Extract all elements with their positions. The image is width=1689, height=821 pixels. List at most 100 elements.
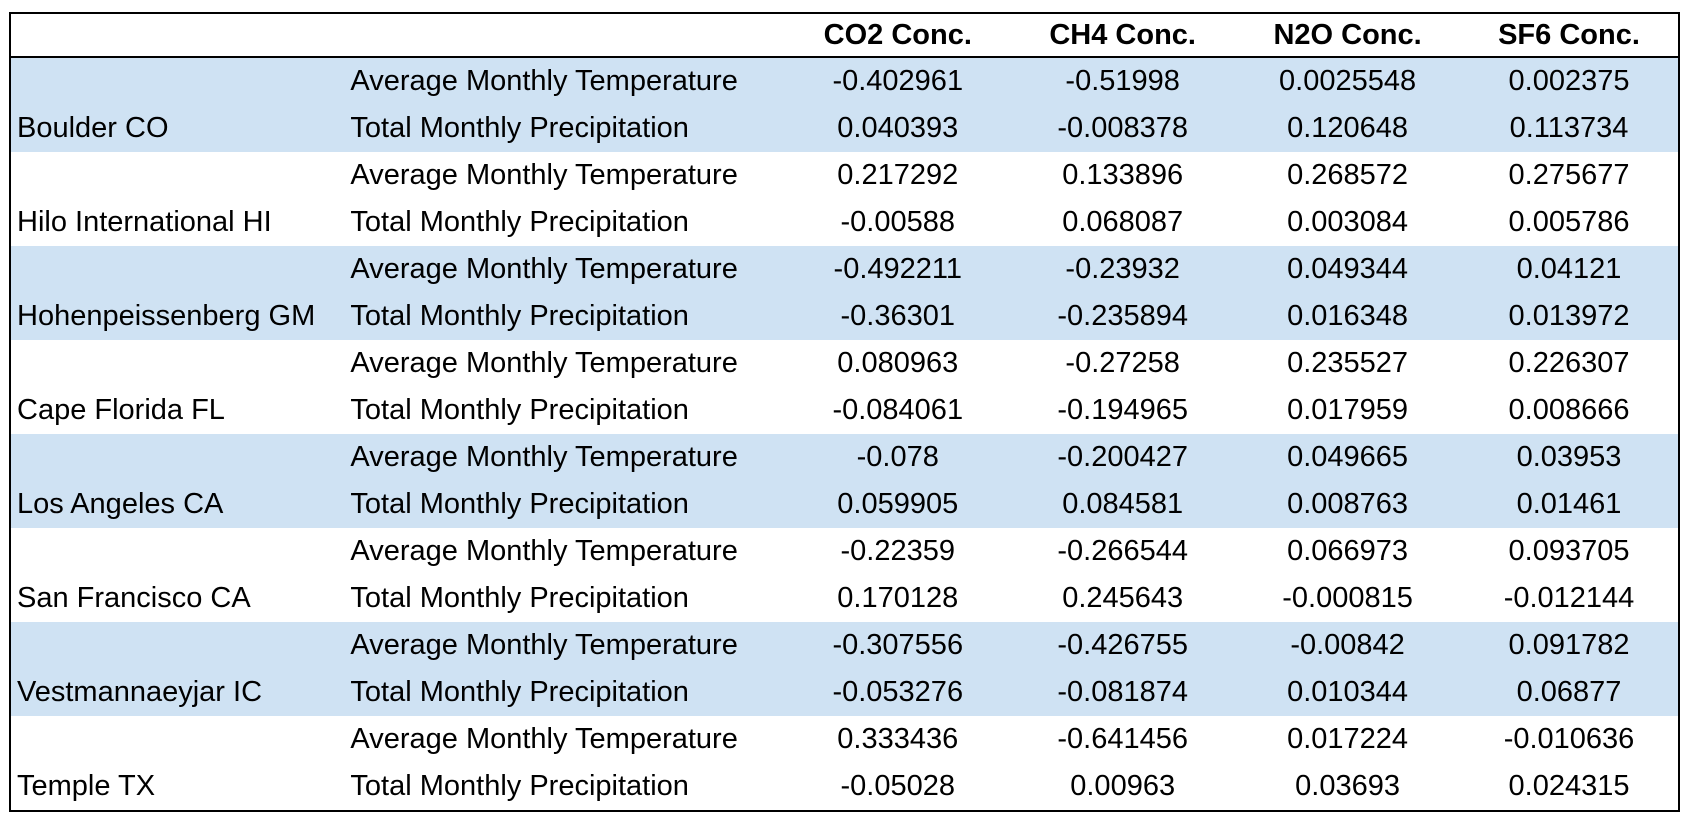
value-cell-sf6: 0.008666 <box>1508 394 1630 426</box>
value-cell-n2o: 0.003084 <box>1287 206 1409 238</box>
measure-cell: Average Monthly Temperature <box>350 347 738 379</box>
value-cell-sf6: 0.093705 <box>1508 535 1630 567</box>
value-cell-n2o: 0.016348 <box>1287 300 1409 332</box>
station-cell <box>11 434 345 481</box>
table-row: Hohenpeissenberg GM Total Monthly Precipi… <box>11 293 1678 340</box>
value-cell-ch4: -0.641456 <box>1057 723 1188 755</box>
value-cell-n2o: 0.268572 <box>1287 159 1409 191</box>
station-cell: Los Angeles CA <box>17 488 224 520</box>
table-row: San Francisco CA Total Monthly Precipitat… <box>11 575 1678 622</box>
header-cell-co2: CO2 Conc. <box>823 19 972 51</box>
station-group: Average Monthly Temperature -0.22359 -0.26… <box>11 528 1678 622</box>
value-cell-co2: 0.333436 <box>837 723 959 755</box>
table-row: Average Monthly Temperature 0.333436 -0.64… <box>11 716 1678 763</box>
station-group: Average Monthly Temperature -0.492211 -0.2… <box>11 246 1678 340</box>
station-group: Average Monthly Temperature -0.307556 -0.4… <box>11 622 1678 716</box>
value-cell-ch4: 0.133896 <box>1062 159 1184 191</box>
value-cell-n2o: 0.010344 <box>1287 676 1409 708</box>
table-row: Boulder CO Total Monthly Precipitation 0.0… <box>11 105 1678 152</box>
value-cell-n2o: 0.017224 <box>1287 723 1409 755</box>
table-row: Average Monthly Temperature -0.22359 -0.26… <box>11 528 1678 575</box>
measure-cell: Average Monthly Temperature <box>350 159 738 191</box>
value-cell-ch4: -0.008378 <box>1057 112 1188 144</box>
value-cell-sf6: 0.013972 <box>1508 300 1630 332</box>
station-cell: Vestmannaeyjar IC <box>17 676 263 708</box>
value-cell-sf6: 0.002375 <box>1508 65 1630 97</box>
value-cell-n2o: 0.03693 <box>1295 770 1400 802</box>
header-cell-sf6: SF6 Conc. <box>1498 19 1640 51</box>
value-cell-n2o: 0.017959 <box>1287 394 1409 426</box>
station-cell: Cape Florida FL <box>17 394 225 426</box>
header-cell-measure <box>345 14 785 56</box>
station-cell: San Francisco CA <box>17 582 251 614</box>
value-cell-co2: -0.402961 <box>832 65 964 97</box>
value-cell-sf6: 0.113734 <box>1509 112 1629 144</box>
station-cell <box>11 716 345 763</box>
value-cell-co2: 0.217292 <box>837 159 959 191</box>
station-cell: Temple TX <box>17 770 156 802</box>
value-cell-sf6: 0.226307 <box>1508 347 1630 379</box>
measure-cell: Average Monthly Temperature <box>350 629 738 661</box>
value-cell-co2: -0.00588 <box>840 206 956 238</box>
measure-cell: Total Monthly Precipitation <box>350 582 689 614</box>
value-cell-n2o: 0.066973 <box>1287 535 1409 567</box>
table-row: Hilo International HI Total Monthly Preci… <box>11 199 1678 246</box>
measure-cell: Total Monthly Precipitation <box>350 394 689 426</box>
measure-cell: Total Monthly Precipitation <box>350 676 689 708</box>
measure-cell: Average Monthly Temperature <box>350 441 738 473</box>
value-cell-co2: 0.080963 <box>837 347 959 379</box>
value-cell-co2: -0.492211 <box>833 253 962 285</box>
station-cell <box>11 340 345 387</box>
value-cell-ch4: -0.194965 <box>1057 394 1188 426</box>
value-cell-sf6: 0.091782 <box>1508 629 1630 661</box>
station-cell <box>11 58 345 105</box>
value-cell-co2: 0.170128 <box>837 582 959 614</box>
station-cell: Boulder CO <box>17 112 169 144</box>
measure-cell: Average Monthly Temperature <box>350 65 738 97</box>
value-cell-sf6: -0.010636 <box>1503 723 1635 755</box>
measure-cell: Total Monthly Precipitation <box>350 112 689 144</box>
value-cell-co2: -0.053276 <box>832 676 964 708</box>
measure-cell: Average Monthly Temperature <box>350 253 738 285</box>
value-cell-ch4: -0.27258 <box>1065 347 1180 379</box>
value-cell-n2o: 0.235527 <box>1287 347 1409 379</box>
table-row: Average Monthly Temperature 0.080963 -0.27… <box>11 340 1678 387</box>
table-row: Average Monthly Temperature -0.078 -0.2004… <box>11 434 1678 481</box>
value-cell-sf6: 0.024315 <box>1508 770 1630 802</box>
station-cell: Hohenpeissenberg GM <box>17 300 316 332</box>
table-row: Los Angeles CA Total Monthly Precipitatio… <box>11 481 1678 528</box>
station-group: Average Monthly Temperature -0.078 -0.2004… <box>11 434 1678 528</box>
value-cell-ch4: -0.200427 <box>1057 441 1188 473</box>
value-cell-n2o: 0.049665 <box>1287 441 1409 473</box>
value-cell-co2: 0.040393 <box>837 112 959 144</box>
value-cell-co2: -0.084061 <box>832 394 964 426</box>
value-cell-sf6: -0.012144 <box>1503 582 1635 614</box>
measure-cell: Average Monthly Temperature <box>350 535 738 567</box>
station-group: Average Monthly Temperature 0.080963 -0.27… <box>11 340 1678 434</box>
table-body: Average Monthly Temperature -0.402961 -0.5… <box>11 58 1678 810</box>
station-cell <box>11 528 345 575</box>
value-cell-ch4: -0.266544 <box>1057 535 1188 567</box>
value-cell-n2o: 0.0025548 <box>1279 65 1417 97</box>
table-row: Average Monthly Temperature -0.307556 -0.4… <box>11 622 1678 669</box>
measure-cell: Total Monthly Precipitation <box>350 488 689 520</box>
table-row: Vestmannaeyjar IC Total Monthly Precipita… <box>11 669 1678 716</box>
value-cell-ch4: -0.235894 <box>1057 300 1188 332</box>
measure-cell: Total Monthly Precipitation <box>350 770 689 802</box>
value-cell-n2o: -0.00842 <box>1290 629 1405 661</box>
table-row: Temple TX Total Monthly Precipitation -0.0… <box>11 763 1678 810</box>
value-cell-co2: -0.36301 <box>840 300 956 332</box>
value-cell-ch4: 0.068087 <box>1062 206 1184 238</box>
measure-cell: Total Monthly Precipitation <box>350 300 689 332</box>
value-cell-n2o: 0.049344 <box>1287 253 1409 285</box>
value-cell-sf6: 0.03953 <box>1516 441 1622 473</box>
header-cell-station <box>11 14 345 56</box>
station-group: Average Monthly Temperature 0.217292 0.133… <box>11 152 1678 246</box>
value-cell-co2: -0.078 <box>856 441 939 473</box>
value-cell-ch4: 0.00963 <box>1070 770 1176 802</box>
value-cell-co2: -0.22359 <box>840 535 956 567</box>
table-row: Average Monthly Temperature -0.492211 -0.2… <box>11 246 1678 293</box>
correlation-table: CO2 Conc. CH4 Conc. N2O Conc. SF6 Conc. … <box>9 12 1680 812</box>
measure-cell: Total Monthly Precipitation <box>350 206 689 238</box>
value-cell-sf6: 0.275677 <box>1508 159 1630 191</box>
